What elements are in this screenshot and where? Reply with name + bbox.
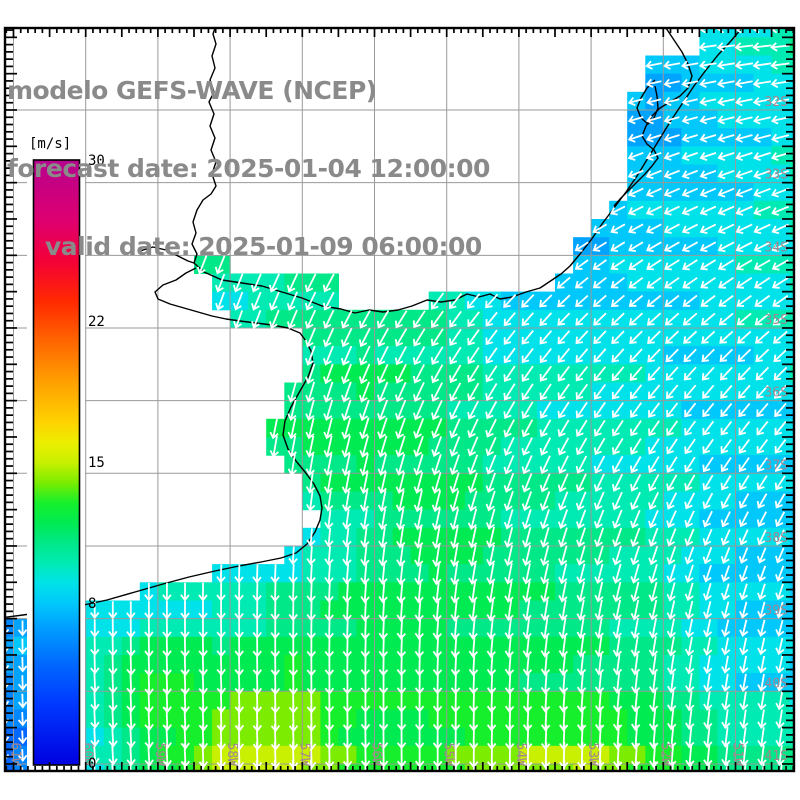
lat-label-39S: 39S [765,604,788,619]
model-title: modelo GEFS-WAVE (NCEP) [7,76,377,105]
title-block: modelo GEFS-WAVE (NCEP) forecast date: 2… [7,26,490,312]
lon-label-52W: 52W [657,743,672,767]
axis-ticks [5,29,795,770]
lon-label-55W: 55W [441,743,456,767]
lon-label-51W: 51W [730,743,745,767]
colorbar-tick-30: 30 [88,153,105,169]
colorbar-tick-15: 15 [88,455,105,471]
lat-label-34S: 34S [765,240,788,255]
lon-label-59W: 59W [152,743,167,767]
colorbar-gradient [32,159,81,766]
valid-date: valid date: 2025-01-09 06:00:00 [45,232,482,261]
colorbar-unit-label: [m/s] [29,136,71,152]
lon-label-54W: 54W [513,743,528,767]
wind-field-layer [6,29,793,770]
lat-label-37S: 37S [765,458,788,473]
lon-label-56W: 56W [369,743,384,767]
colorbar: [m/s] 30 22 15 8 0 [27,127,105,772]
forecast-date: forecast date: 2025-01-04 12:00:00 [7,154,490,183]
map-border [3,26,796,773]
colorbar-tick-0: 0 [88,756,96,772]
lon-label-53W: 53W [585,743,600,767]
map-border-layer [3,26,796,773]
lon-label-57W: 57W [296,743,311,767]
lat-label-36S: 36S [765,386,788,401]
lat-label-38S: 38S [765,531,788,546]
colorbar-tick-8: 8 [88,596,96,612]
graticule [6,29,793,770]
lat-label-41S: 41S [765,749,788,764]
colorbar-tick-22: 22 [88,314,105,330]
lat-label-35S: 35S [765,313,788,328]
lat-label-40S: 40S [765,676,788,691]
lon-label-61W: 61W [8,743,23,767]
lat-label-32S: 32S [765,95,788,110]
lat-label-33S: 33S [765,168,788,183]
wind-arrows [6,29,790,770]
lon-label-58W: 58W [224,743,239,767]
coastline [6,29,743,618]
